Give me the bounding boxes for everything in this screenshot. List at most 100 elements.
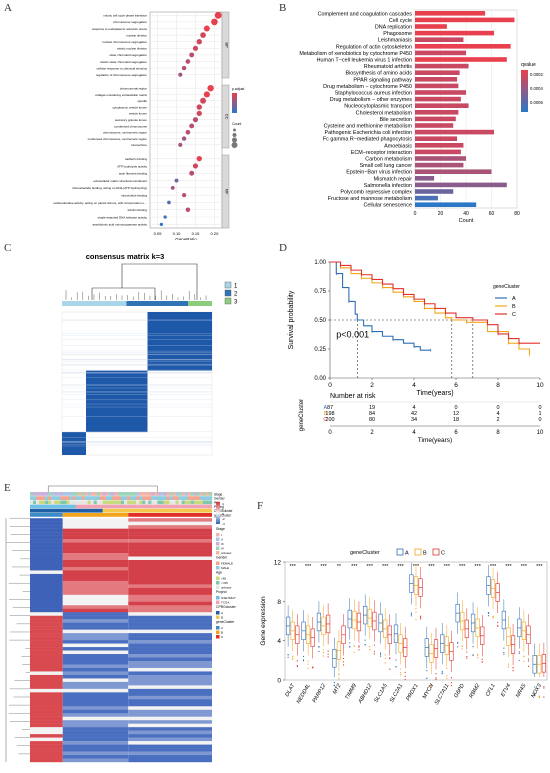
heatmap-cell <box>128 633 212 637</box>
heatmap-cell <box>128 559 212 564</box>
annotation-cell <box>202 496 207 500</box>
heatmap-cell <box>62 650 129 655</box>
annotation-cell <box>108 500 113 505</box>
heatmap-cell <box>62 643 129 648</box>
outlier-point <box>446 667 448 670</box>
category-label: DNA replication <box>375 25 412 31</box>
outlier-point <box>487 612 490 614</box>
outlier-point <box>373 651 375 653</box>
annotation-cell <box>36 492 40 496</box>
heatmap-cell <box>62 699 129 703</box>
heatmap-cell <box>30 734 63 738</box>
risk-x-tick-label: 4 <box>412 430 416 436</box>
heatmap-cell <box>62 594 129 599</box>
annotation-cell <box>148 492 152 496</box>
outlier-point <box>399 668 402 670</box>
bar <box>415 195 438 201</box>
qvalue-tick: 0.0002 <box>530 72 543 77</box>
outlier-point <box>420 615 422 617</box>
heatmap-cell <box>128 518 212 522</box>
annotation-cell <box>154 492 158 496</box>
heatmap-cell <box>62 737 129 742</box>
panel-c-label: C <box>4 242 12 254</box>
annotation-cell <box>178 496 182 500</box>
annotation-cell <box>157 492 161 496</box>
significance-label: *** <box>474 564 481 570</box>
term-dot <box>196 155 202 162</box>
cluster-legend-swatch <box>224 297 232 305</box>
annotation-cell <box>163 496 167 500</box>
annotation-cell <box>105 492 110 496</box>
outlier-point <box>327 653 329 655</box>
term-dot <box>196 39 202 45</box>
heatmap-cell <box>62 685 129 690</box>
outlier-point <box>395 659 397 661</box>
qvalue-legend-title: qvalue <box>521 62 536 68</box>
outlier-point <box>426 677 428 679</box>
heatmap-cell <box>128 584 212 589</box>
bar <box>415 156 466 161</box>
x-tick-label: 0.10 <box>173 231 182 236</box>
heatmap-cell <box>128 695 212 700</box>
outlier-point <box>497 625 499 627</box>
category-label: Pathogenic Escherichia coli infection <box>325 130 413 136</box>
heatmap-cell <box>128 727 212 731</box>
heatmap-cell <box>30 521 63 526</box>
annotation-cell <box>114 492 119 496</box>
heatmap-cell <box>62 532 129 536</box>
heatmap-cell <box>62 619 129 623</box>
term-label: arachidonic acid monooxygenase activity <box>92 223 147 227</box>
annotation-cell <box>81 496 85 500</box>
legend-swatch <box>216 581 220 585</box>
term-dot <box>170 185 175 190</box>
heatmap-cell <box>128 612 212 616</box>
legend-group-title: geneCluster <box>216 620 235 624</box>
legend-swatch <box>216 546 220 550</box>
annotation-cell <box>187 492 191 496</box>
heatmap-cell <box>128 619 212 623</box>
term-label: extracellular matrix structural constitu… <box>93 179 147 183</box>
outlier-point <box>353 645 355 647</box>
legend-item-label: A <box>221 626 223 630</box>
heatmap-cell <box>62 612 129 616</box>
annotation-cell <box>124 500 128 505</box>
legend-swatch <box>216 611 220 615</box>
outlier-point <box>410 612 412 614</box>
term-label: kinetochore <box>131 143 147 147</box>
category-label: Biosynthesis of amino acids <box>345 71 412 77</box>
outlier-point <box>430 687 433 689</box>
annotation-cell <box>130 500 134 505</box>
outlier-point <box>420 616 422 619</box>
heatmap-cell <box>30 695 63 700</box>
heatmap-cell <box>62 525 129 529</box>
category-label: PPAR signaling pathway <box>353 77 412 83</box>
survival-legend-label: C <box>512 312 516 318</box>
heatmap-cell <box>62 723 129 728</box>
outlier-point <box>477 657 479 659</box>
annotation-cell <box>166 496 170 500</box>
outlier-point <box>512 669 514 672</box>
term-label: oxidoreductase activity, acting on paire… <box>53 201 147 205</box>
heatmap-cell <box>128 657 212 662</box>
survival-plot: 0.000.250.500.751.000 2 4 6 8 10Time(years)Su… <box>288 260 544 444</box>
heatmap-cell <box>30 699 63 703</box>
gene-label: MT2 <box>332 683 343 696</box>
heatmap-cell <box>62 605 129 609</box>
term-dot <box>200 97 207 104</box>
cluster-legend-label: 1 <box>234 284 238 290</box>
outlier-point <box>342 657 345 660</box>
legend-swatch <box>216 533 220 537</box>
annotation-cell <box>63 500 67 505</box>
annotation-cell <box>136 496 140 500</box>
gene-label: TIMM9 <box>344 683 358 701</box>
annotation-cell <box>39 500 43 505</box>
heatmap-cell <box>128 681 212 686</box>
annotation-cell <box>66 500 70 505</box>
colorbar-tick: -4 <box>222 522 225 526</box>
annotation-cell <box>36 500 40 505</box>
outlier-point <box>507 666 510 668</box>
annotation-cell <box>84 496 88 500</box>
bar <box>415 169 492 174</box>
annotation-cell <box>72 492 76 496</box>
gene-label: ETV4 <box>500 683 512 698</box>
